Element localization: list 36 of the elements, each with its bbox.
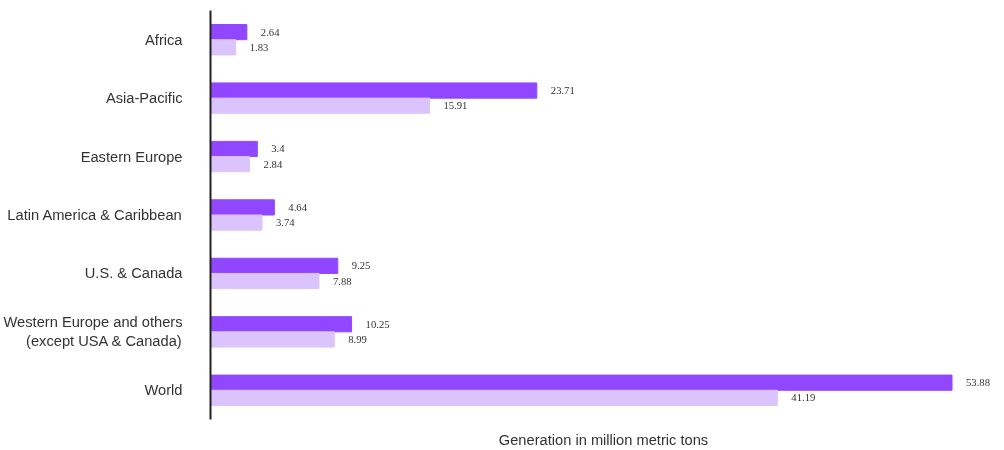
bar	[210, 39, 237, 56]
bar	[210, 272, 320, 290]
y-tick-label: Eastern Europe	[80, 148, 183, 165]
data-label: 1.83	[249, 41, 269, 53]
bar	[210, 156, 251, 173]
bar	[210, 389, 778, 406]
bar	[210, 82, 538, 99]
data-label: 53.88	[966, 377, 990, 389]
y-tick-label: U.S. & Canada	[84, 265, 184, 282]
bar	[210, 214, 263, 231]
bar	[210, 97, 430, 114]
data-label: 4.64	[288, 201, 308, 213]
data-label: 10.25	[365, 318, 390, 330]
data-label: 41.19	[791, 392, 816, 404]
y-tick-label: Latin America & Caribbean	[7, 207, 182, 223]
y-tick-label: Africa	[145, 31, 184, 48]
bar	[210, 199, 275, 216]
data-label: 3.4	[271, 143, 286, 155]
bar	[210, 140, 258, 158]
data-label: 15.91	[443, 100, 468, 112]
data-label: 2.84	[263, 158, 283, 170]
y-tick-label: Western Europe and others (except USA & Canada)	[3, 314, 183, 350]
bar	[210, 257, 339, 274]
data-label: 8.99	[348, 333, 367, 345]
bar	[210, 331, 335, 348]
y-tick-label: World	[144, 382, 183, 399]
data-label: 3.74	[275, 217, 296, 229]
data-label: 2.64	[260, 26, 281, 38]
bar	[210, 374, 953, 391]
bar	[210, 316, 353, 333]
bar	[210, 24, 248, 41]
x-axis-title: Generation in million metric tons	[498, 431, 709, 448]
data-label: 7.88	[332, 275, 352, 287]
y-tick-label: Asia-Pacific	[105, 90, 183, 107]
data-label: 23.71	[550, 85, 575, 97]
data-label: 9.25	[351, 260, 371, 272]
